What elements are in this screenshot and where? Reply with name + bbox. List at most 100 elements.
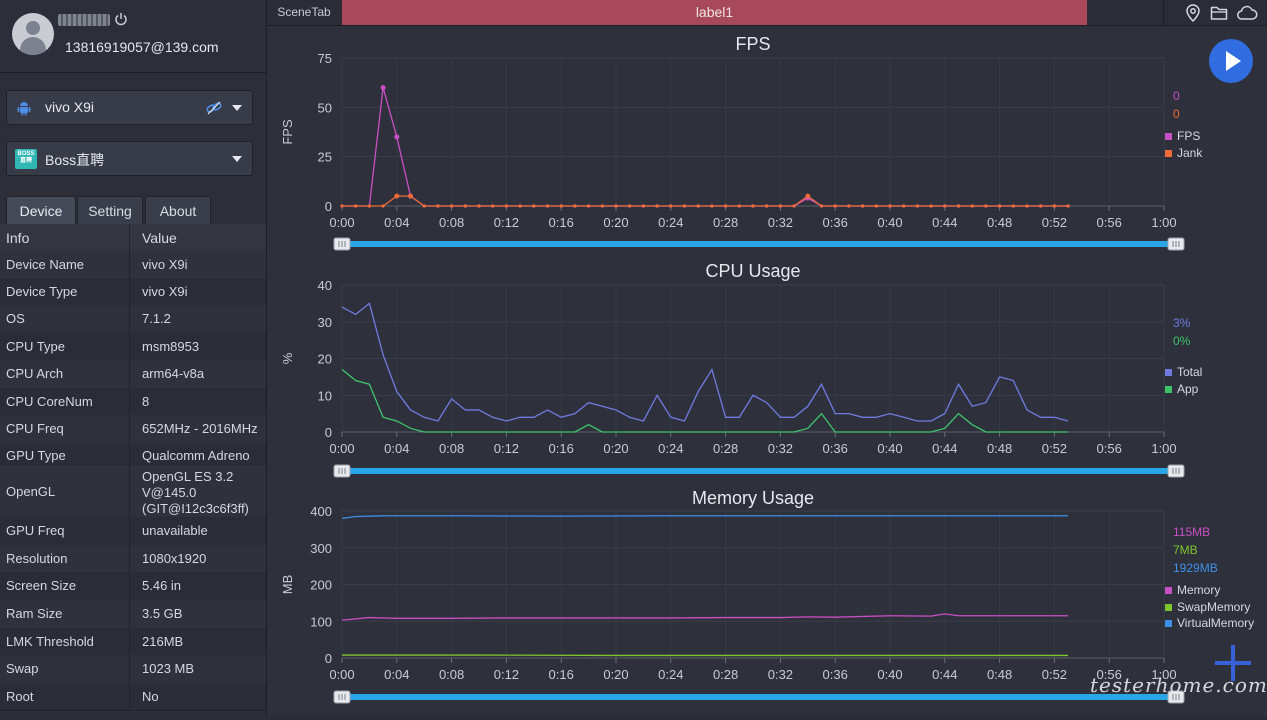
info-key: Device Type — [6, 284, 77, 299]
device-select[interactable]: vivo X9i — [6, 90, 253, 125]
column-divider — [129, 415, 130, 443]
android-icon — [17, 100, 31, 116]
tab-device[interactable]: Device — [6, 196, 76, 224]
data-point — [943, 204, 946, 207]
power-icon[interactable] — [114, 12, 128, 26]
column-divider — [129, 360, 130, 388]
info-key: CPU Type — [6, 339, 65, 354]
tab-setting[interactable]: Setting — [77, 196, 143, 224]
x-tick-label: 0:52 — [1042, 441, 1067, 456]
info-value: 3.5 GB — [142, 606, 266, 622]
data-point — [491, 204, 494, 207]
avatar-body — [20, 37, 46, 55]
x-tick-label: 0:44 — [932, 215, 957, 230]
label-tab[interactable]: label1 — [342, 0, 1087, 25]
info-key: Info — [6, 230, 29, 246]
data-point — [751, 204, 754, 207]
folder-icon[interactable] — [1210, 4, 1228, 22]
y-tick-label: 300 — [310, 541, 332, 556]
data-point — [354, 204, 357, 207]
app-logo-icon: BOSS 直聘 — [15, 149, 37, 169]
column-divider — [129, 278, 130, 305]
x-tick-label: 0:12 — [494, 215, 519, 230]
top-icons — [1163, 0, 1267, 25]
x-tick-label: 0:40 — [877, 215, 902, 230]
chart-title: CPU Usage — [705, 261, 800, 281]
avatar[interactable] — [12, 13, 54, 55]
profile-panel: 13816919057@139.com — [0, 0, 266, 73]
info-value: No — [142, 689, 266, 705]
info-value: arm64-v8a — [142, 366, 266, 382]
data-point — [1039, 204, 1042, 207]
tab-about[interactable]: About — [145, 196, 211, 224]
location-icon[interactable] — [1185, 4, 1201, 22]
x-tick-label: 0:48 — [987, 441, 1012, 456]
data-point — [560, 204, 563, 207]
data-point — [957, 204, 960, 207]
app-select[interactable]: BOSS 直聘 Boss直聘 — [6, 141, 253, 176]
info-key: LMK Threshold — [6, 634, 94, 649]
data-point — [477, 204, 480, 207]
data-point — [683, 204, 686, 207]
y-tick-label: 0 — [325, 425, 332, 440]
x-tick-label: 0:16 — [549, 667, 574, 682]
data-point — [1012, 204, 1015, 207]
cloud-icon[interactable] — [1236, 4, 1258, 22]
x-tick-label: 0:04 — [384, 215, 409, 230]
legend-item-app: App — [1177, 382, 1199, 396]
info-key: Root — [6, 689, 33, 704]
data-point — [505, 204, 508, 207]
legend-item-total: Total — [1177, 365, 1202, 379]
chart-title: FPS — [735, 34, 770, 54]
column-divider — [129, 545, 130, 572]
data-point — [587, 204, 590, 207]
data-point — [834, 204, 837, 207]
info-key: OS — [6, 311, 25, 326]
device-select-value: vivo X9i — [45, 99, 94, 115]
legend-swatch — [1165, 150, 1172, 157]
x-tick-label: 0:08 — [439, 215, 464, 230]
data-point — [888, 204, 891, 207]
legend-swatch — [1165, 587, 1172, 594]
play-button[interactable] — [1209, 39, 1253, 83]
data-point — [998, 204, 1001, 207]
data-point — [394, 194, 399, 199]
sidebar: 13816919057@139.com vivo X9i BOSS 直聘 Bos… — [0, 0, 267, 715]
info-value: 7.1.2 — [142, 311, 266, 327]
y-axis-label: MB — [280, 575, 295, 595]
current-value-swapmemory: 7MB — [1173, 543, 1198, 557]
info-value: 652MHz - 2016MHz — [142, 421, 266, 437]
x-tick-label: 0:44 — [932, 441, 957, 456]
info-value: 216MB — [142, 634, 266, 650]
data-point — [724, 204, 727, 207]
link-icon[interactable] — [205, 100, 223, 116]
x-tick-label: 0:04 — [384, 441, 409, 456]
data-point — [916, 204, 919, 207]
data-point — [519, 204, 522, 207]
series-line-virtualmemory — [342, 516, 1068, 519]
x-tick-label: 0:36 — [823, 441, 848, 456]
scene-tab[interactable]: SceneTab — [267, 0, 341, 25]
x-tick-label: 0:08 — [439, 667, 464, 682]
info-value: 1080x1920 — [142, 551, 266, 567]
y-tick-label: 50 — [318, 100, 332, 115]
x-tick-label: 0:44 — [932, 667, 957, 682]
current-value-jank: 0 — [1173, 107, 1180, 121]
info-key: Swap — [6, 661, 39, 676]
table-row: LMK Threshold 216MB — [0, 628, 266, 656]
x-tick-label: 0:12 — [494, 441, 519, 456]
y-axis-label: FPS — [280, 119, 295, 145]
x-tick-label: 0:56 — [1097, 441, 1122, 456]
data-point — [738, 204, 741, 207]
data-point — [614, 204, 617, 207]
legend-item-fps: FPS — [1177, 129, 1200, 143]
app-select-value: Boss直聘 — [45, 150, 104, 170]
